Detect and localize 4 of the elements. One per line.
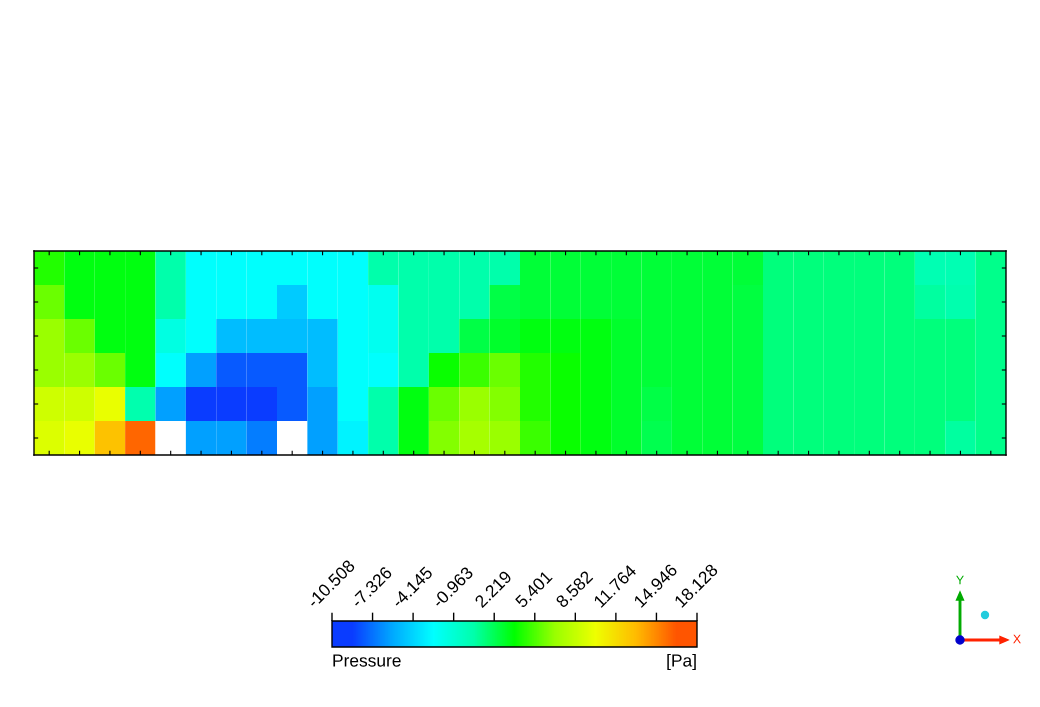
text: X (1013, 634, 1021, 644)
text: [Pa] (667, 653, 696, 671)
text: Y (956, 575, 964, 585)
color-bar-title: Pressure (333, 654, 401, 667)
